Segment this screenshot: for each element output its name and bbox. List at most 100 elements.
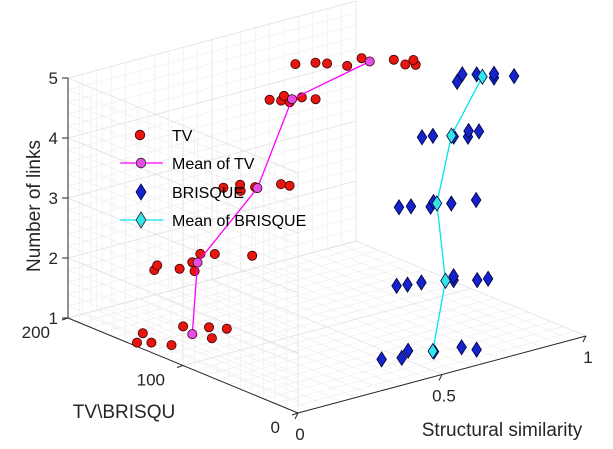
point-brisque <box>393 199 405 216</box>
point-brisque <box>416 274 427 291</box>
back-wall-grid-line <box>67 240 357 319</box>
point-tv <box>166 340 177 351</box>
side-wall-grid-line <box>67 233 299 330</box>
legend-marker-brisque <box>135 183 147 201</box>
legend-marker-tv <box>134 129 146 141</box>
side-wall-grid-line <box>67 257 299 354</box>
point-tv <box>310 57 321 68</box>
y-tick-label: 200 <box>22 323 50 342</box>
point-brisque <box>470 191 482 209</box>
back-wall-grid-line <box>67 0 357 79</box>
point-tv <box>174 263 185 274</box>
legend: TV Mean of TV BRISQUE Mean of BRISQUE <box>120 128 306 230</box>
point-mean-of-brisque <box>431 195 443 212</box>
side-wall-grid-line <box>67 89 299 186</box>
point-brisque <box>416 129 428 146</box>
side-wall-grid-line <box>67 77 299 174</box>
side-wall-grid-line <box>67 305 299 402</box>
point-mean-of-brisque <box>440 272 451 289</box>
floor-grid-line <box>113 259 403 338</box>
floor-grid-line <box>90 250 380 328</box>
z-tick-label: 1 <box>49 309 58 328</box>
x-tick-mark <box>582 335 587 343</box>
point-tv <box>290 59 301 70</box>
back-wall-grid-line <box>67 108 357 187</box>
x-axis-label: Structural similarity <box>422 420 583 441</box>
x-tick-label: 1 <box>583 348 592 367</box>
point-tv <box>284 180 295 191</box>
floor-grid-line <box>148 273 437 352</box>
point-brisque <box>473 123 485 140</box>
point-mean-of-tv <box>252 183 263 194</box>
floor-grid-line <box>274 326 564 404</box>
point-mean-of-tv <box>286 94 297 105</box>
side-wall-grid-line <box>67 137 299 234</box>
floor-grid-line <box>125 264 414 343</box>
side-wall-grid-line <box>67 197 299 294</box>
y-tick-label: 0 <box>271 418 280 437</box>
legend-item-mean-brisque: Mean of BRISQUE <box>120 211 306 230</box>
point-mean-of-tv <box>187 329 198 340</box>
side-wall-grid-line <box>67 125 299 222</box>
floor-grid-line <box>240 311 529 390</box>
z-tick-label: 2 <box>49 249 58 268</box>
side-wall-grid-line <box>67 293 299 390</box>
side-wall-grid-line <box>67 209 299 306</box>
point-brisque <box>402 276 413 293</box>
side-wall-grid-line <box>67 113 299 210</box>
back-wall-grid-line <box>67 120 357 199</box>
point-brisque <box>405 198 417 215</box>
point-brisque <box>391 277 402 295</box>
point-brisque <box>396 349 408 367</box>
back-wall-grid-line <box>67 132 357 211</box>
y-axis-label: TV\BRISQU <box>73 402 175 423</box>
point-mean-of-brisque <box>427 342 439 360</box>
point-mean-of-brisque <box>446 127 457 144</box>
x-tick-label: 0.5 <box>432 387 456 406</box>
z-tick-label: 3 <box>49 189 58 208</box>
back-wall-grid-line <box>67 24 357 103</box>
floor-grid-line <box>159 278 449 357</box>
point-tv <box>131 337 142 348</box>
back-wall-grid-line <box>67 48 357 127</box>
floor-grid-line <box>102 254 391 333</box>
floor-grid-line <box>79 245 368 324</box>
point-tv <box>388 54 399 65</box>
point-brisque <box>463 122 474 140</box>
point-tv <box>137 328 148 339</box>
back-wall-grid-line <box>67 192 357 271</box>
side-wall-grid-line <box>67 173 299 270</box>
side-wall-grid-line <box>67 245 299 342</box>
legend-item-brisque: BRISQUE <box>135 183 244 202</box>
back-wall-grid-line <box>67 72 357 151</box>
back-wall-grid-line <box>67 60 357 139</box>
floor-grid-line <box>251 316 541 395</box>
legend-label-mean-tv: Mean of TV <box>172 156 255 173</box>
side-wall-grid-line <box>67 149 299 246</box>
legend-label-brisque: BRISQUE <box>172 185 244 202</box>
x-tick-label: 0 <box>295 425 304 444</box>
point-tv <box>206 333 217 344</box>
x-tick-mark <box>294 412 299 420</box>
y-tick-label: 100 <box>137 371 165 390</box>
x-tick-mark <box>438 374 443 381</box>
y-tick-mark <box>176 365 184 368</box>
legend-label-tv: TV <box>172 128 193 145</box>
point-tv <box>322 58 333 69</box>
point-brisque <box>488 65 500 82</box>
point-tv <box>310 94 321 105</box>
point-brisque <box>427 127 439 145</box>
floor-grid-line <box>182 288 472 366</box>
point-tv <box>221 323 232 334</box>
point-tv <box>400 59 411 70</box>
floor-grid-line <box>228 307 518 385</box>
side-wall-grid-line <box>67 161 299 258</box>
point-brisque <box>376 351 387 368</box>
legend-marker-mean-brisque <box>135 211 147 229</box>
point-tv <box>189 266 200 277</box>
point-tv <box>146 337 157 348</box>
point-brisque <box>446 195 457 212</box>
floor-grid-line <box>194 292 483 371</box>
floor-grid-line <box>136 269 426 347</box>
floor-grid-line <box>286 330 575 409</box>
